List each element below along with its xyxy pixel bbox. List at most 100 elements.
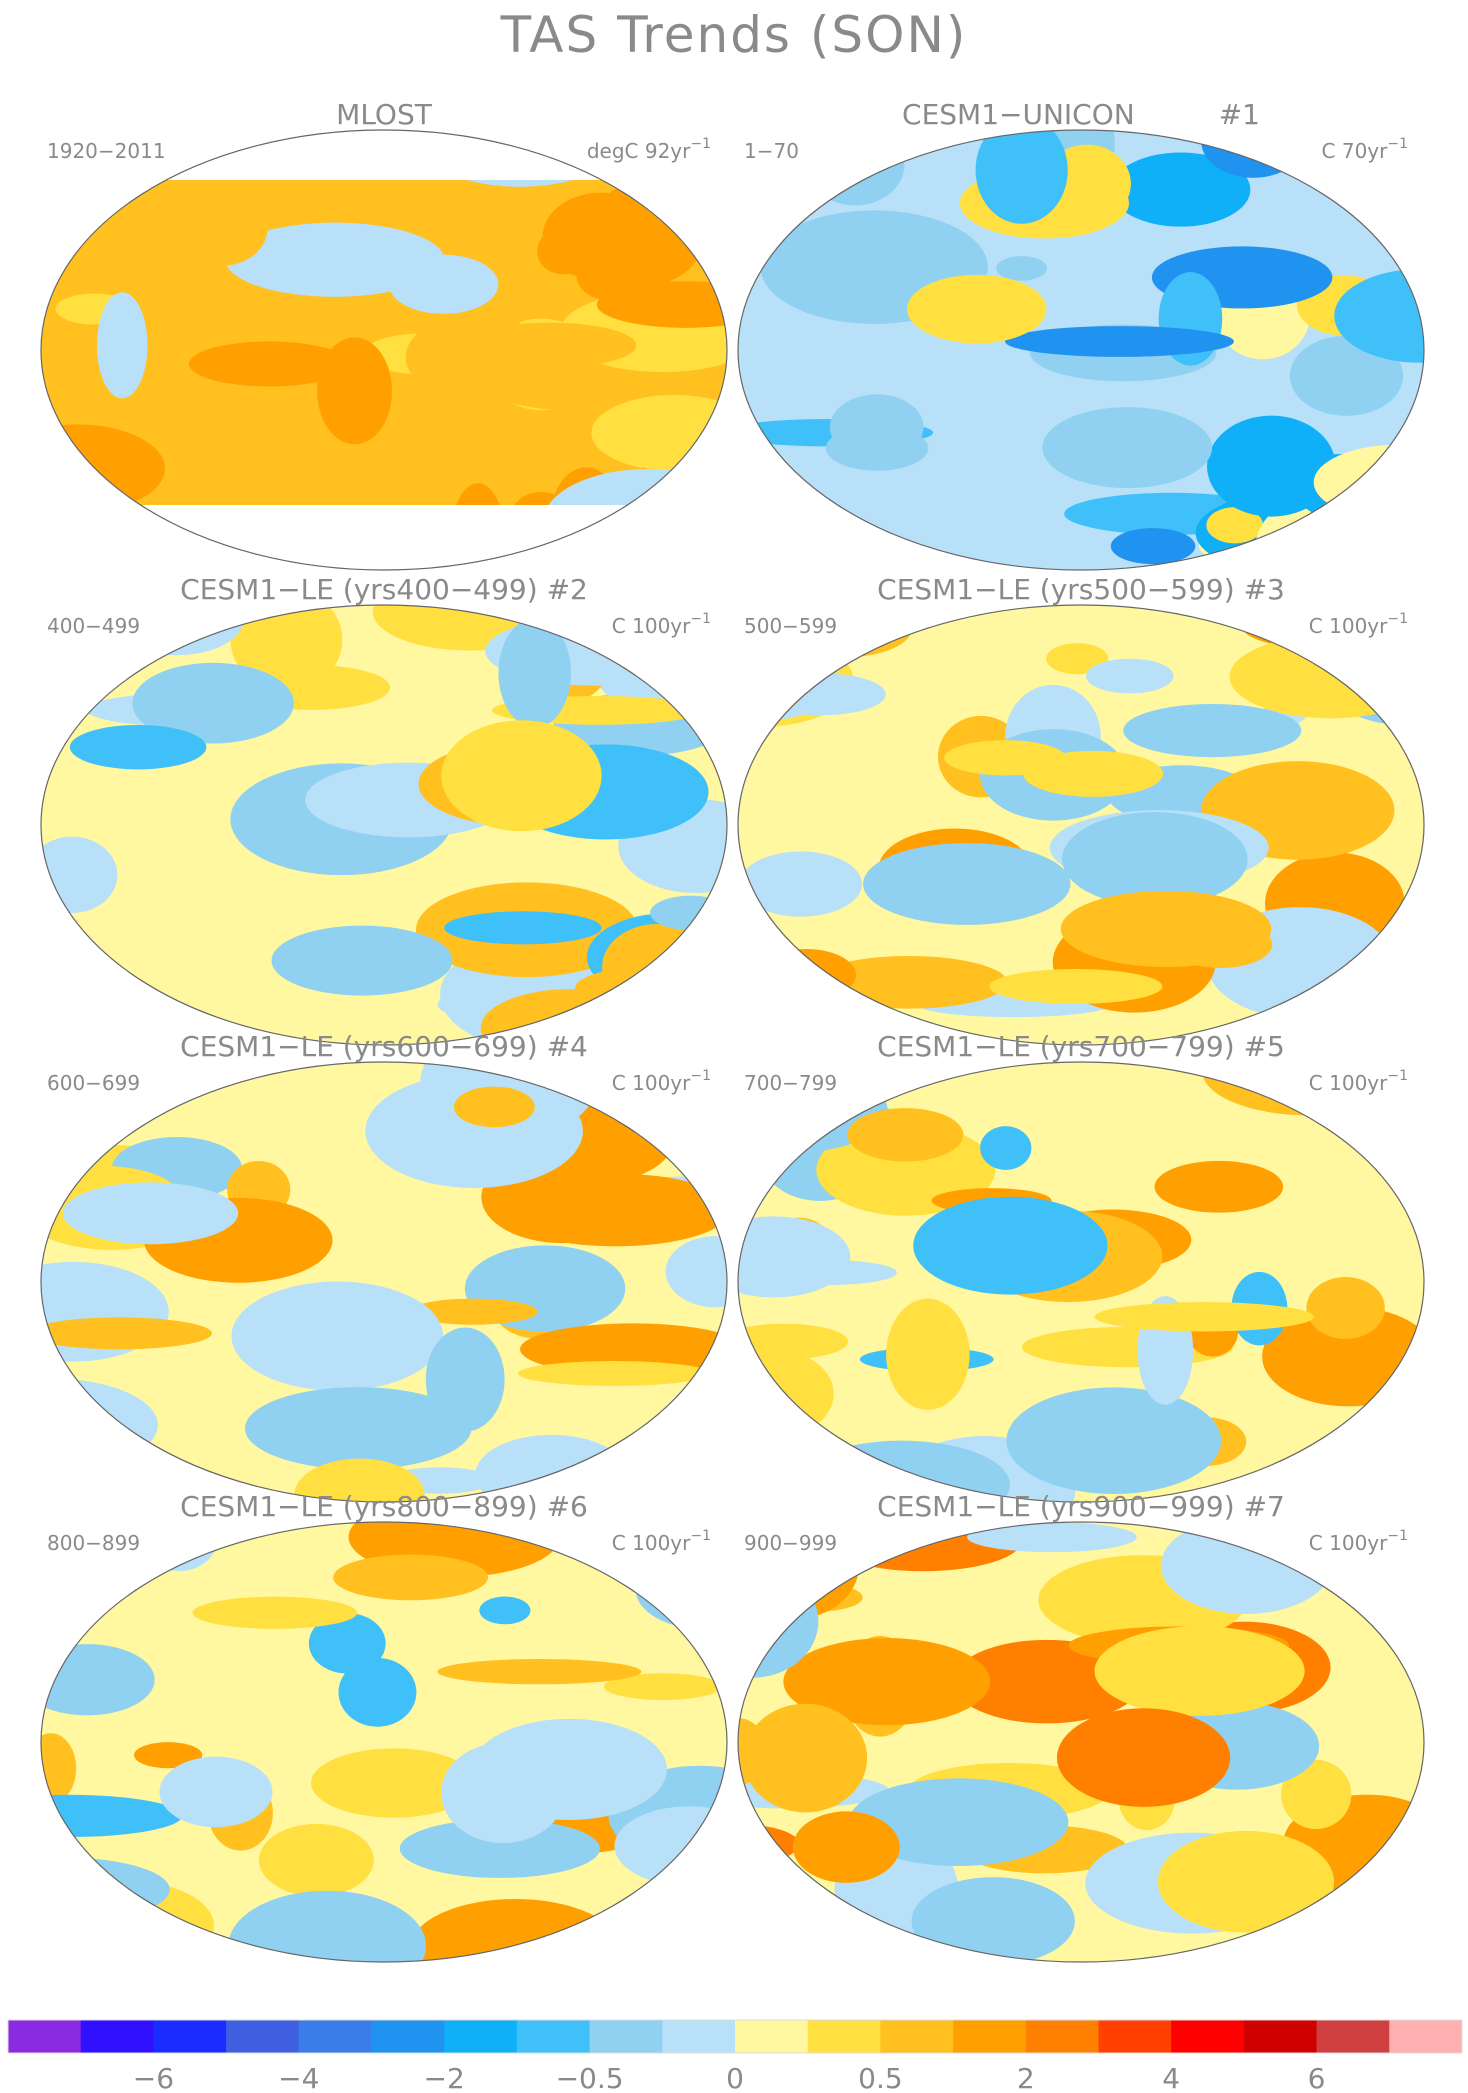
- colorbar-label: 4: [1162, 2062, 1180, 2093]
- map-contour: [41, 1733, 77, 1804]
- map-panel: CESM1−LE (yrs700−799) #5 700−799 C 100yr−1: [737, 1030, 1425, 1503]
- colorbar-swatch: [8, 2020, 82, 2053]
- panel-title: CESM1−LE (yrs700−799) #5: [877, 1030, 1285, 1063]
- map-contour: [338, 1657, 417, 1727]
- colorbar-swatch: [298, 2020, 372, 2053]
- map-contour: [244, 1387, 472, 1470]
- map-contour: [989, 969, 1163, 1004]
- colorbar-swatch: [516, 2020, 591, 2053]
- panel-period: 700−799: [744, 1071, 837, 1095]
- colorbar-swatch: [1389, 2020, 1463, 2053]
- map-contour: [829, 394, 924, 460]
- map-border: [737, 1521, 1425, 1963]
- map-contour: [738, 1350, 834, 1438]
- map-contour: [62, 1182, 239, 1245]
- map-contour: [1061, 812, 1248, 907]
- map-contour: [258, 1823, 374, 1897]
- map-contour: [847, 1108, 964, 1162]
- colorbar-swatch: [589, 2020, 663, 2053]
- map-contour: [952, 1639, 1142, 1724]
- map-contour: [1263, 1062, 1424, 1110]
- map-contour: [1056, 1708, 1231, 1807]
- map-contour: [1060, 890, 1272, 968]
- colorbar-swatch: [371, 2020, 445, 2053]
- panel-units: C 70yr−1: [1322, 136, 1408, 163]
- map-contour: [288, 1313, 349, 1364]
- map-contour: [980, 1126, 1032, 1170]
- panel-title: CESM1−LE (yrs500−599) #3: [877, 573, 1285, 606]
- panel-units: C 100yr−1: [612, 611, 711, 638]
- figure-title: TAS Trends (SON): [500, 6, 968, 64]
- colorbar-swatch: [444, 2020, 518, 2053]
- map-contour: [967, 1522, 1137, 1553]
- panel-period: 1−70: [744, 139, 799, 163]
- map-contour: [41, 1409, 96, 1455]
- map-contour: [614, 1806, 727, 1887]
- map-contour: [96, 292, 148, 399]
- map-contour: [1306, 1277, 1385, 1339]
- map-contour: [308, 1613, 386, 1674]
- map-contour: [756, 673, 886, 716]
- colorbar-swatch: [1098, 2020, 1172, 2053]
- map-contour: [635, 1549, 727, 1630]
- map-contour: [441, 720, 602, 832]
- panel-units: C 100yr−1: [1309, 1528, 1408, 1555]
- panel-period: 600−699: [47, 1071, 140, 1095]
- map-contour: [41, 1317, 212, 1350]
- map-contour: [333, 1554, 489, 1601]
- map-panel: CESM1−LE (yrs500−599) #3 500−599 C 100yr−1: [737, 573, 1425, 1046]
- map-contour: [863, 842, 1071, 925]
- map-contour: [591, 394, 727, 471]
- map-border: [40, 129, 728, 571]
- map-contour: [388, 254, 499, 314]
- map-contour: [1042, 407, 1213, 489]
- map-contour: [739, 851, 863, 917]
- map-contour: [650, 895, 727, 931]
- map-contour: [1046, 643, 1109, 675]
- map-contour: [399, 1819, 600, 1878]
- panel-title: CESM1−UNICON #1: [902, 98, 1260, 131]
- panel-title: CESM1−LE (yrs900−999) #7: [877, 1490, 1285, 1523]
- panel-period: 800−899: [47, 1531, 140, 1555]
- map-border: [40, 1061, 728, 1503]
- panel-title: MLOST: [336, 98, 433, 131]
- map-panel: CESM1−LE (yrs900−999) #7 900−999 C 100yr−1: [737, 1490, 1425, 1963]
- map-contour: [294, 1458, 425, 1502]
- map-contour: [1110, 152, 1251, 227]
- map-contour: [1110, 528, 1196, 565]
- colorbar-label: −2: [424, 2062, 465, 2093]
- panel-units: C 100yr−1: [612, 1528, 711, 1555]
- panel-period: 400−499: [47, 614, 140, 638]
- map-contour: [437, 1659, 642, 1685]
- map-contour: [317, 337, 392, 445]
- map-contour: [501, 1173, 727, 1247]
- map-panel: CESM1−LE (yrs600−699) #4 600−699 C 100yr−1: [40, 1030, 728, 1503]
- map-contour: [41, 650, 103, 676]
- colorbar: −6 −4 −2 −0.5 0 0.5 2 4 6: [7, 2019, 1463, 2093]
- map-contour: [975, 130, 1068, 224]
- map-contour: [1094, 1302, 1314, 1332]
- map-panel: CESM1−LE (yrs400−499) #2 400−499 C 100yr−1: [40, 573, 728, 1046]
- map-contour: [913, 1196, 1108, 1295]
- map-contour: [596, 281, 727, 328]
- map-contour: [602, 923, 714, 1010]
- colorbar-swatch: [880, 2020, 954, 2053]
- map-contour: [996, 256, 1047, 281]
- map-contour: [517, 1361, 711, 1386]
- map-contour: [498, 618, 571, 728]
- map-contour: [408, 1298, 538, 1325]
- map-contour: [159, 1756, 273, 1828]
- colorbar-swatch: [1025, 2020, 1099, 2053]
- map-contour: [738, 1565, 819, 1678]
- map-contour: [192, 1596, 358, 1629]
- map-border: [737, 604, 1425, 1046]
- map-contour: [760, 165, 826, 191]
- map-contour: [134, 1742, 203, 1769]
- colorbar-swatch: [662, 2020, 736, 2053]
- map-contour: [608, 502, 726, 557]
- map-contour: [179, 190, 268, 266]
- map-contour: [1085, 658, 1174, 694]
- map-contour: [1160, 1522, 1332, 1614]
- map-contour: [738, 1216, 851, 1298]
